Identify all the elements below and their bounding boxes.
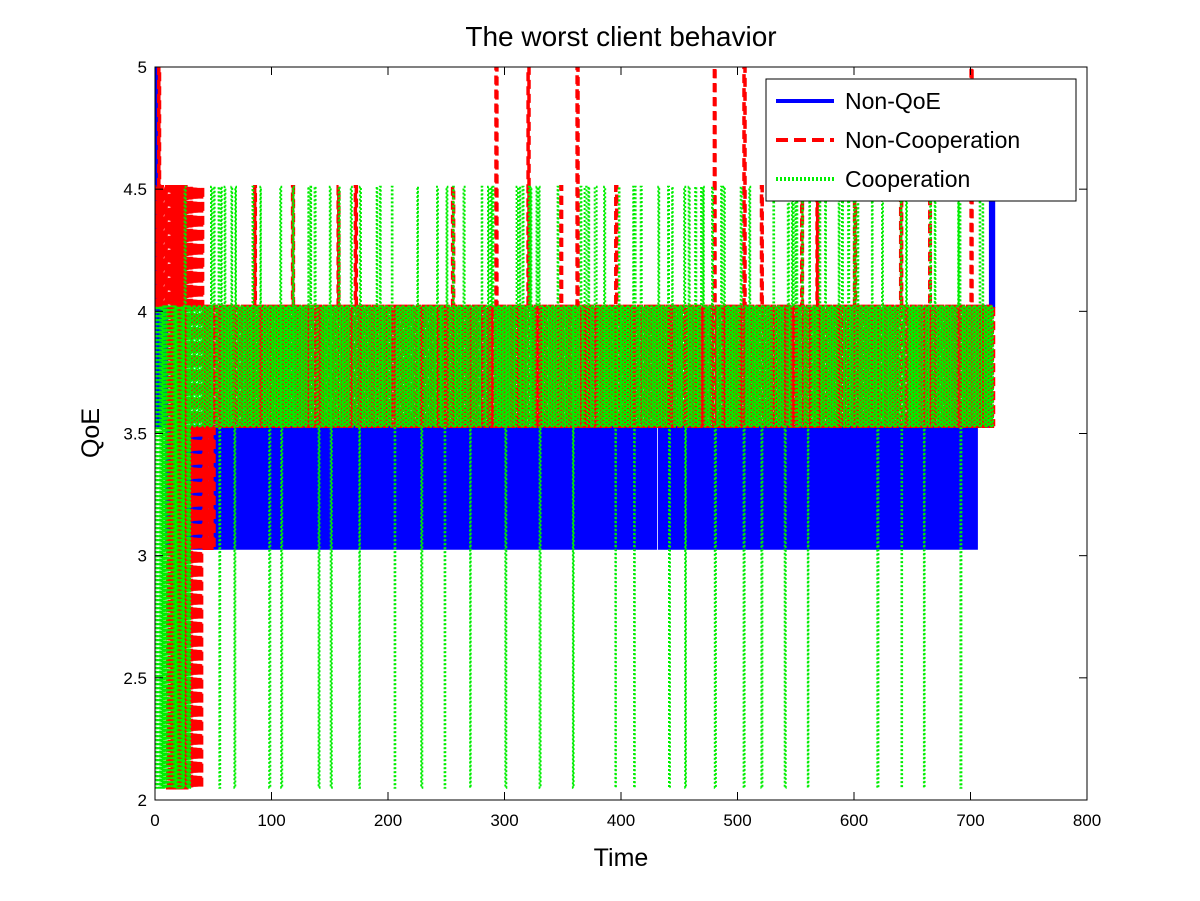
legend: Non-QoE Non-Cooperation Cooperation [765, 78, 1077, 202]
y-tick-label: 3 [138, 547, 147, 566]
chart-title: The worst client behavior [465, 21, 776, 52]
y-axis-title: QoE [77, 408, 105, 458]
x-tick-label: 700 [956, 811, 984, 830]
y-tick-label: 2.5 [123, 669, 147, 688]
y-tick-label: 4.5 [123, 180, 147, 199]
x-tick-label: 200 [374, 811, 402, 830]
x-tick-label: 400 [607, 811, 635, 830]
x-tick-label: 100 [257, 811, 285, 830]
legend-label: Non-Cooperation [845, 127, 1020, 153]
y-tick-label: 5 [138, 58, 147, 77]
x-axis-title: Time [594, 844, 649, 872]
legend-label: Non-QoE [845, 88, 941, 114]
x-tick-label: 300 [490, 811, 518, 830]
tick-layer: 0 100 200 300 400 500 600 700 800 2 2.5 3 3.5 4 4.5 5 [123, 58, 1101, 830]
x-tick-label: 0 [150, 811, 159, 830]
y-tick-label: 2 [138, 791, 147, 810]
x-tick-label: 800 [1073, 811, 1101, 830]
x-tick-label: 500 [723, 811, 751, 830]
legend-label: Cooperation [845, 166, 970, 192]
y-tick-label: 4 [138, 302, 147, 321]
y-tick-label: 3.5 [123, 425, 147, 444]
x-tick-label: 600 [840, 811, 868, 830]
